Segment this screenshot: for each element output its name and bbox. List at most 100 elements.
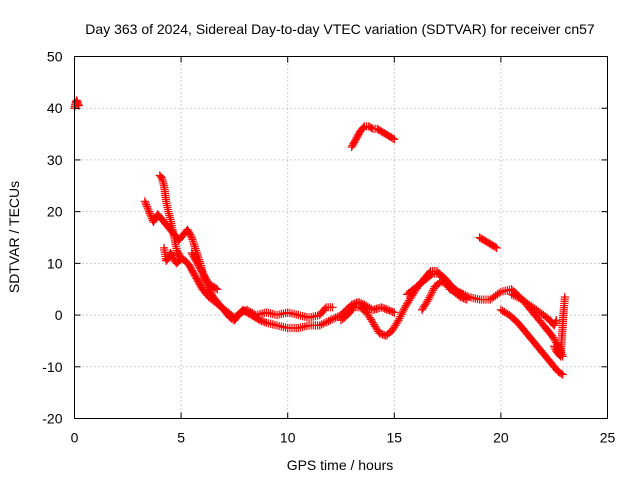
data-point — [202, 275, 211, 284]
series-seg13 — [550, 292, 569, 361]
data-point — [144, 205, 153, 215]
data-point — [558, 370, 567, 379]
series-seg5 — [187, 248, 222, 294]
series-seg4 — [159, 243, 186, 268]
data-point — [193, 259, 202, 268]
data-point — [353, 132, 362, 141]
data-point — [550, 319, 560, 328]
y-tick-label: 50 — [47, 49, 63, 65]
data-point — [426, 270, 436, 280]
data-point — [238, 307, 247, 316]
data-point — [348, 141, 357, 150]
data-point — [459, 294, 468, 303]
data-point — [186, 263, 195, 272]
data-point — [350, 138, 359, 147]
data-point — [388, 307, 397, 316]
data-point — [349, 139, 358, 148]
x-tick-label: 5 — [177, 430, 185, 446]
x-tick-label: 20 — [493, 430, 509, 446]
data-points — [70, 96, 569, 379]
data-point — [457, 293, 467, 302]
data-point — [351, 135, 361, 144]
data-point — [200, 272, 209, 281]
series-seg9 — [417, 277, 471, 314]
data-point — [254, 315, 263, 324]
data-point — [192, 274, 201, 283]
plot-frame — [74, 56, 608, 419]
data-point — [552, 316, 561, 325]
data-point — [188, 266, 197, 275]
data-point — [382, 305, 391, 314]
data-point — [186, 231, 196, 241]
data-point — [380, 331, 389, 340]
data-point — [191, 255, 200, 264]
data-point — [145, 209, 154, 218]
data-point — [196, 282, 205, 291]
y-tick-label: -10 — [42, 359, 62, 375]
data-point — [146, 210, 155, 220]
data-point — [190, 253, 199, 262]
data-point — [456, 292, 465, 302]
data-point — [197, 267, 207, 276]
x-axis-title: GPS time / hours — [287, 457, 394, 473]
data-point — [380, 304, 389, 313]
data-point — [461, 294, 470, 304]
data-point — [367, 123, 376, 133]
data-point — [150, 214, 160, 223]
data-point — [169, 253, 178, 262]
data-point — [560, 292, 569, 302]
data-point — [320, 304, 329, 313]
data-point — [440, 278, 449, 287]
data-point — [185, 230, 195, 239]
data-point — [491, 242, 500, 252]
data-point — [149, 217, 158, 227]
data-point — [211, 284, 221, 293]
grid — [74, 56, 608, 419]
data-point — [260, 318, 269, 327]
data-point — [385, 306, 394, 315]
data-point — [550, 321, 559, 330]
data-point — [462, 295, 471, 304]
data-point — [190, 271, 199, 280]
data-point — [150, 216, 159, 225]
data-point — [347, 142, 356, 152]
data-point — [259, 317, 268, 326]
data-point — [175, 255, 185, 264]
x-tick-label: 15 — [387, 430, 403, 446]
data-point — [188, 268, 198, 277]
y-axis-title: SDTVAR / TECUs — [6, 181, 22, 293]
y-tick-label: 20 — [47, 204, 63, 220]
data-point — [348, 304, 357, 313]
data-point — [143, 204, 152, 213]
data-point — [194, 277, 203, 286]
series-seg12 — [507, 290, 561, 330]
data-point — [201, 273, 210, 282]
data-point — [354, 130, 363, 139]
data-point — [156, 172, 165, 181]
x-tick-label: 0 — [71, 430, 79, 446]
data-point — [379, 303, 388, 313]
data-point — [195, 262, 204, 272]
data-point — [376, 329, 386, 338]
data-point — [199, 270, 208, 279]
data-point — [236, 308, 245, 317]
data-point — [192, 258, 201, 267]
data-point — [185, 261, 194, 271]
y-tick-label: 0 — [55, 307, 63, 323]
data-point — [388, 134, 397, 143]
data-point — [198, 269, 207, 278]
y-tick-label: 30 — [47, 152, 63, 168]
data-point — [189, 252, 198, 261]
data-point — [557, 369, 566, 378]
data-point — [377, 303, 386, 312]
y-tick-label: -20 — [42, 411, 62, 427]
axis-ticks: 0 5 10 15 20 25 -20 -10 0 10 20 30 40 50 — [42, 49, 615, 446]
data-point — [189, 238, 198, 248]
data-point — [177, 254, 186, 263]
data-point — [390, 308, 399, 317]
x-tick-label: 10 — [280, 430, 296, 446]
data-point — [194, 261, 203, 270]
data-point — [193, 275, 202, 285]
data-point — [550, 343, 560, 352]
